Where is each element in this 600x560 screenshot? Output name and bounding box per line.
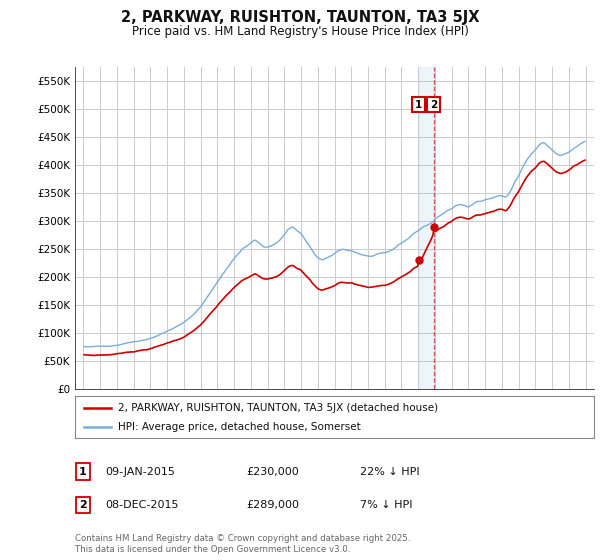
Text: 22% ↓ HPI: 22% ↓ HPI xyxy=(360,466,419,477)
Text: Price paid vs. HM Land Registry's House Price Index (HPI): Price paid vs. HM Land Registry's House … xyxy=(131,25,469,38)
Text: 1: 1 xyxy=(79,466,86,477)
Text: Contains HM Land Registry data © Crown copyright and database right 2025.
This d: Contains HM Land Registry data © Crown c… xyxy=(75,534,410,554)
Text: 09-JAN-2015: 09-JAN-2015 xyxy=(105,466,175,477)
Text: HPI: Average price, detached house, Somerset: HPI: Average price, detached house, Some… xyxy=(118,422,361,432)
Text: 08-DEC-2015: 08-DEC-2015 xyxy=(105,500,179,510)
Text: £289,000: £289,000 xyxy=(246,500,299,510)
Text: 1: 1 xyxy=(415,100,422,110)
Text: £230,000: £230,000 xyxy=(246,466,299,477)
Text: 2, PARKWAY, RUISHTON, TAUNTON, TA3 5JX (detached house): 2, PARKWAY, RUISHTON, TAUNTON, TA3 5JX (… xyxy=(118,403,437,413)
Bar xyxy=(419,67,434,389)
Text: 2, PARKWAY, RUISHTON, TAUNTON, TA3 5JX: 2, PARKWAY, RUISHTON, TAUNTON, TA3 5JX xyxy=(121,10,479,25)
Text: 2: 2 xyxy=(79,500,86,510)
Text: 2: 2 xyxy=(430,100,437,110)
Text: 7% ↓ HPI: 7% ↓ HPI xyxy=(360,500,413,510)
